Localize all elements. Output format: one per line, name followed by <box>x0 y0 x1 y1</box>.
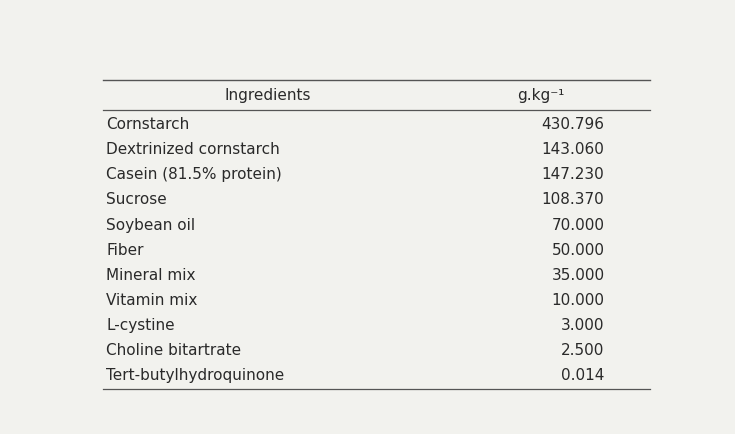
Text: 143.060: 143.060 <box>542 142 604 157</box>
Text: Casein (81.5% protein): Casein (81.5% protein) <box>106 167 282 182</box>
Text: Vitamin mix: Vitamin mix <box>106 293 198 307</box>
Text: 3.000: 3.000 <box>561 317 604 332</box>
Text: 35.000: 35.000 <box>551 267 604 282</box>
Text: Tert-butylhydroquinone: Tert-butylhydroquinone <box>106 368 284 382</box>
Text: Ingredients: Ingredients <box>224 88 311 103</box>
Text: Cornstarch: Cornstarch <box>106 117 190 132</box>
Text: 2.500: 2.500 <box>561 342 604 358</box>
Text: Mineral mix: Mineral mix <box>106 267 196 282</box>
Text: 70.000: 70.000 <box>551 217 604 232</box>
Text: L-cystine: L-cystine <box>106 317 175 332</box>
Text: 0.014: 0.014 <box>561 368 604 382</box>
Text: 50.000: 50.000 <box>551 242 604 257</box>
Text: Fiber: Fiber <box>106 242 143 257</box>
Text: 147.230: 147.230 <box>542 167 604 182</box>
Text: Sucrose: Sucrose <box>106 192 167 207</box>
Text: 108.370: 108.370 <box>542 192 604 207</box>
Text: Soybean oil: Soybean oil <box>106 217 196 232</box>
Text: 10.000: 10.000 <box>551 293 604 307</box>
Text: Choline bitartrate: Choline bitartrate <box>106 342 241 358</box>
Text: 430.796: 430.796 <box>542 117 604 132</box>
Text: g.kg⁻¹: g.kg⁻¹ <box>517 88 564 103</box>
Text: Dextrinized cornstarch: Dextrinized cornstarch <box>106 142 280 157</box>
